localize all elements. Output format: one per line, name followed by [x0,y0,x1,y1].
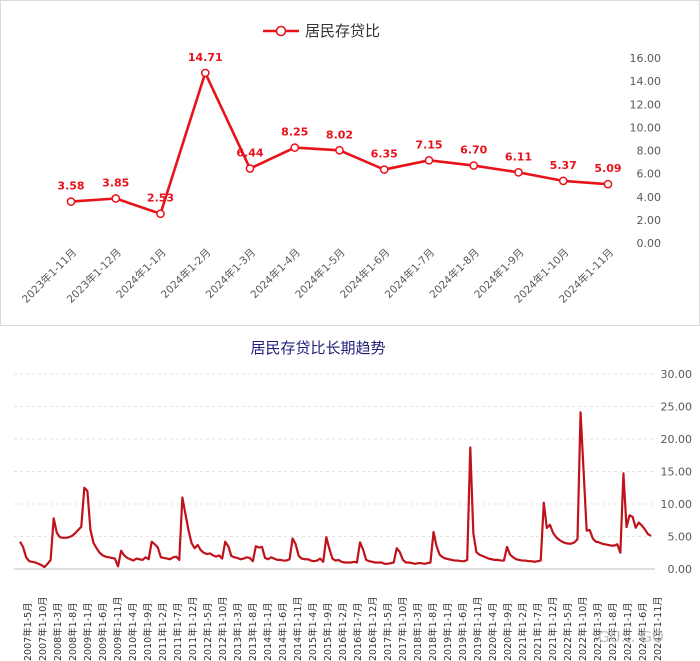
x-tick-label: 2012年1-5月 [202,602,214,661]
data-point [111,194,121,203]
x-tick-label: 2021年1-7月 [532,602,544,661]
x-tick-label: 2023年1-8月 [607,602,619,661]
y-tick-label: 25.00 [661,401,693,414]
legend: 居民存贷比 [263,22,380,40]
data-point [379,165,389,174]
bottom-chart-panel: 居民存贷比长期趋势 0.00 5.00 10.00 15.00 20.00 25.00 30… [0,328,700,661]
x-tick-label: 2016年1-2月 [337,602,349,661]
data-point [200,68,210,78]
x-tick-label: 2014年1-11月 [292,596,304,661]
x-tick-label: 2013年1-8月 [247,602,259,661]
x-tick-label: 2022年1-5月 [562,602,574,661]
x-tick-label: 2007年1-10月 [37,596,49,661]
data-point [290,143,300,152]
x-tick-label: 2020年1-9月 [502,602,514,661]
data-label: 8.02 [326,128,353,141]
x-tick-label: 2023年1-3月 [592,602,604,661]
data-point [558,176,568,186]
x-tick-label: 2016年1-7月 [352,602,364,661]
x-tick-label: 2013年1-3月 [232,602,244,661]
legend-label: 居民存贷比 [305,22,380,40]
x-tick-label: 2018年1-3月 [412,602,424,661]
data-point [335,145,344,155]
y-tick-label: 0.00 [637,237,662,250]
x-tick-label: 2010年1-4月 [127,602,139,661]
data-label: 5.37 [550,159,577,172]
x-tick-label: 2024年1-6月 [637,602,649,661]
x-tick-label: 2011年1-7月 [172,602,184,661]
x-tick-label: 2017年1-5月 [382,602,394,661]
data-label: 5.09 [594,162,621,175]
y-tick-label: 14.00 [630,75,662,88]
x-tick-label: 2009年1-11月 [112,596,124,661]
x-tick-label: 2020年1-4月 [487,602,499,661]
y-tick-label: 6.00 [637,168,662,181]
legend-marker [275,25,287,37]
x-tick-label: 2019年1-1月 [442,602,454,661]
series-line [19,411,652,569]
x-tick-label: 2019年1-11月 [472,596,484,661]
y-tick-label: 20.00 [661,433,693,446]
x-tick-label: 2018年1-8月 [427,602,439,661]
x-tick-label: 2009年1-1月 [82,602,94,661]
x-tick-label: 2008年1-3月 [52,602,64,661]
chart-title: 居民存贷比长期趋势 [250,339,385,357]
y-tick-label: 2.00 [637,214,662,227]
x-tick-label: 2012年1-10月 [217,596,229,661]
x-tick-label: 2010年1-9月 [142,602,154,661]
top-line-chart: 居民存贷比 0.00 2.00 4.00 6.00 8.00 10.00 12.00 14.0… [19,22,662,306]
watermark: GU… GO [598,628,664,646]
data-point [245,164,255,173]
x-tick-label: 2014年1-6月 [277,602,289,661]
data-point [66,197,76,206]
x-tick-label: 2011年1-12月 [187,596,199,661]
data-label: 3.85 [102,176,129,189]
data-label: 7.15 [415,138,442,151]
x-tick-label: 2011年1-2月 [157,602,169,661]
data-label: 6.70 [460,144,487,157]
x-tick-label: 2021年1-2月 [517,602,529,661]
x-tick-label: 2024年1-1月 [622,602,634,661]
top-chart-panel: 居民存贷比 0.00 2.00 4.00 6.00 8.00 10.00 12.00 14.0… [0,0,700,326]
data-label: 8.25 [281,126,308,139]
x-tick-label: 2022年1-10月 [577,596,589,661]
data-point [156,209,165,219]
y-tick-label: 4.00 [637,191,662,204]
y-tick-label: 12.00 [630,98,662,111]
data-label: 6.35 [371,148,398,161]
y-tick-label: 15.00 [661,466,693,479]
x-tick-label: 2016年1-12月 [367,596,379,661]
x-tick-label: 2007年1-5月 [22,602,34,661]
data-label: 3.58 [57,180,84,193]
x-tick-label: 2009年1-6月 [97,602,109,661]
data-point [603,179,613,189]
x-tick-label: 2021年1-12月 [547,596,559,661]
data-point [514,168,523,177]
data-point [469,161,479,170]
y-tick-label: 10.00 [661,498,693,511]
x-tick-label: 2019年1-6月 [457,602,469,661]
data-label: 14.71 [188,51,223,64]
y-tick-label: 30.00 [661,368,693,381]
bottom-line-chart: 居民存贷比长期趋势 0.00 5.00 10.00 15.00 20.00 25.00 30… [14,339,693,661]
y-tick-label: 10.00 [630,121,662,134]
x-tick-label: 2014年1-1月 [262,602,274,661]
x-tick-label: 2015年1-9月 [322,602,334,661]
data-label: 6.11 [505,150,532,163]
y-tick-label: 16.00 [630,52,662,65]
y-tick-label: 0.00 [668,563,693,576]
data-label: 2.53 [147,192,174,205]
data-label: 6.44 [236,147,263,160]
y-tick-label: 8.00 [637,145,662,158]
y-tick-label: 5.00 [668,531,693,544]
x-tick-label: 2008年1-8月 [67,602,79,661]
data-point [424,155,434,165]
x-tick-label: 2024年1-11月 [652,596,664,661]
x-tick-label: 2015年1-4月 [307,602,319,661]
x-tick-label: 2017年1-10月 [397,596,409,661]
